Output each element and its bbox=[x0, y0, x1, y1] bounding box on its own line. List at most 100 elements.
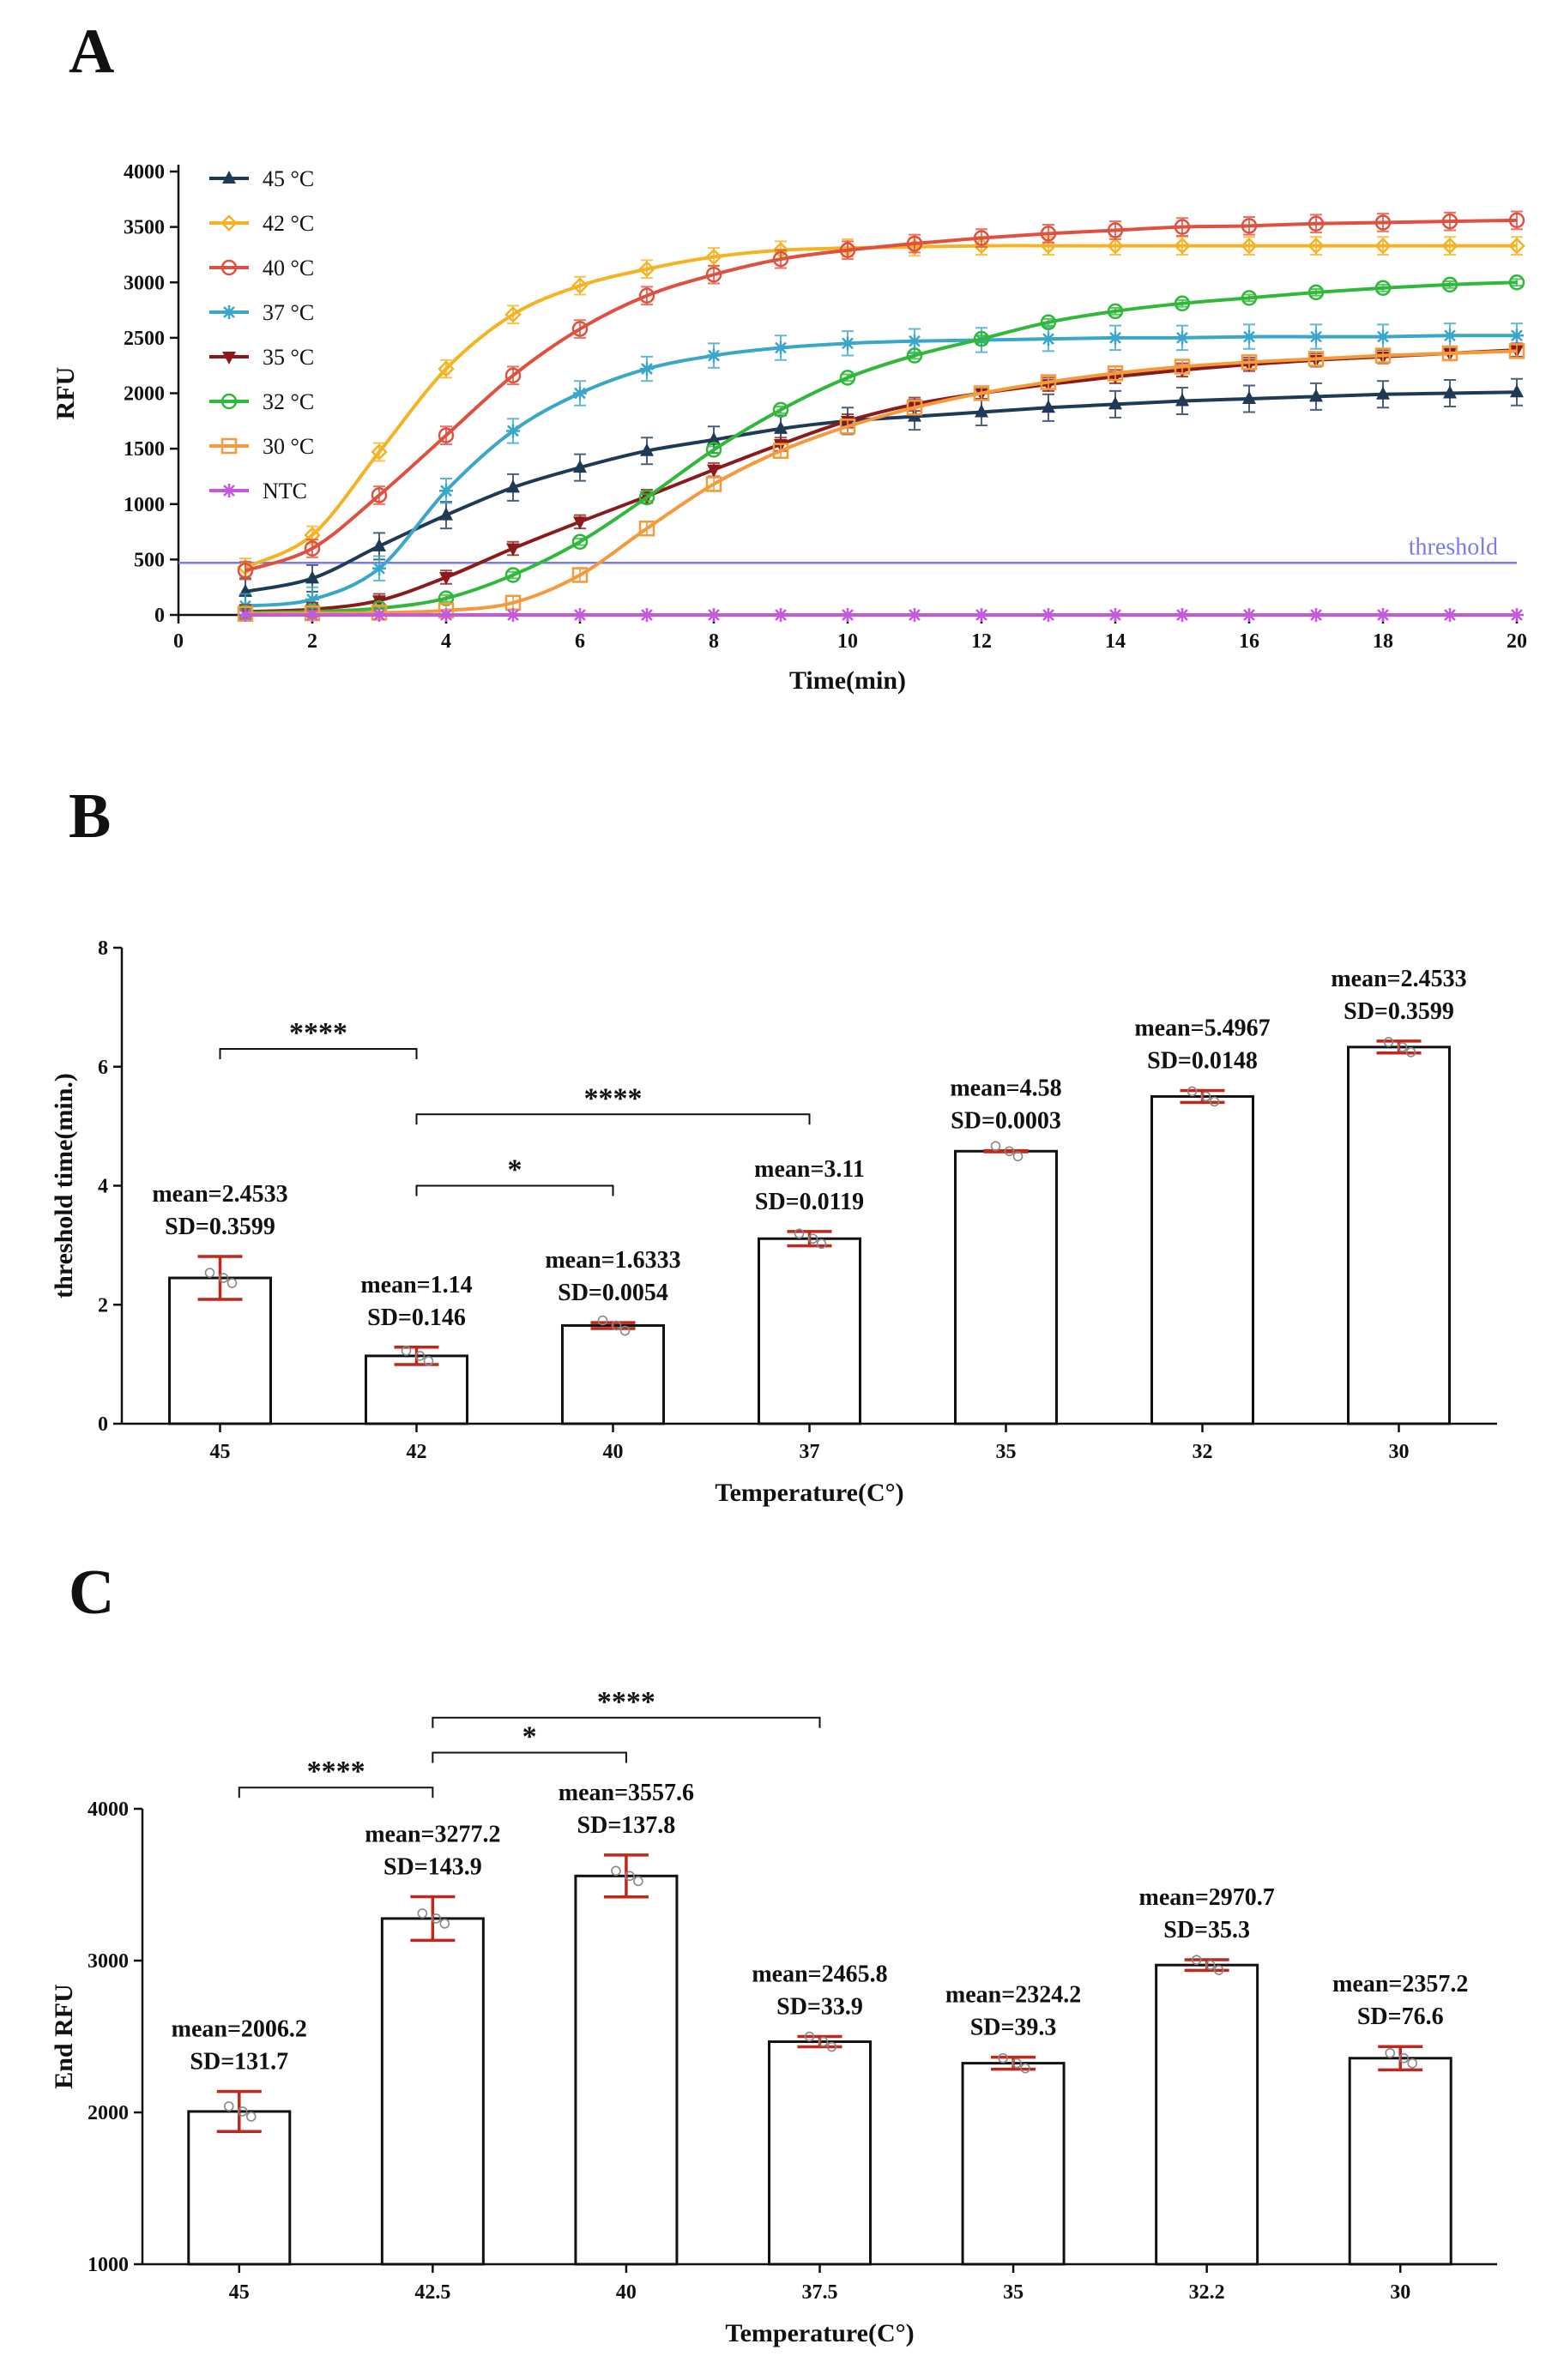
data-point bbox=[1108, 396, 1122, 410]
x-tick-label: 45 bbox=[229, 2281, 250, 2304]
data-point bbox=[1443, 328, 1457, 343]
data-point bbox=[571, 567, 589, 583]
replicate-point bbox=[794, 1228, 805, 1239]
sd-annotation: SD=131.7 bbox=[190, 2049, 288, 2076]
data-point bbox=[973, 230, 990, 246]
significance-bracket bbox=[415, 1184, 614, 1196]
data-point bbox=[1241, 218, 1258, 234]
x-tick-label: 42 bbox=[407, 1441, 427, 1463]
data-point bbox=[1441, 276, 1458, 293]
error-bar bbox=[1243, 293, 1255, 303]
legend-swatch-marker bbox=[220, 393, 238, 410]
legend-item: 30 °C bbox=[209, 434, 314, 459]
replicate-point bbox=[1191, 1955, 1202, 1965]
replicate-point bbox=[204, 1268, 215, 1278]
sd-annotation: SD=143.9 bbox=[383, 1853, 482, 1880]
data-point bbox=[1309, 389, 1323, 402]
data-point bbox=[1175, 608, 1189, 622]
data-point bbox=[1307, 351, 1325, 367]
data-point bbox=[371, 487, 388, 503]
data-point bbox=[504, 567, 522, 583]
data-point bbox=[638, 489, 655, 506]
data-point bbox=[372, 561, 386, 575]
legend-label: 32 °C bbox=[263, 389, 314, 414]
replicate-point bbox=[226, 1278, 238, 1288]
significance-label: **** bbox=[289, 1017, 347, 1049]
data-point bbox=[640, 443, 654, 456]
bar bbox=[187, 2110, 292, 2266]
sd-annotation: SD=0.0148 bbox=[1147, 1048, 1258, 1075]
significance-label: **** bbox=[307, 1756, 365, 1787]
data-point bbox=[439, 608, 453, 622]
data-point bbox=[707, 464, 721, 478]
replicate-point bbox=[611, 1865, 621, 1877]
mean-annotation: mean=2465.8 bbox=[752, 1961, 887, 1988]
y-tick-label: 4000 bbox=[88, 1799, 129, 1821]
y-tick-label: 1500 bbox=[124, 438, 165, 461]
data-point bbox=[1374, 214, 1392, 231]
legend-item: 45 °C bbox=[209, 166, 314, 191]
x-tick-label: 37 bbox=[800, 1441, 820, 1463]
replicate-point bbox=[1200, 1091, 1211, 1102]
series-line bbox=[245, 349, 1518, 616]
data-point bbox=[371, 443, 388, 461]
data-point bbox=[439, 572, 453, 586]
data-point bbox=[906, 235, 923, 252]
replicate-point bbox=[1011, 2058, 1022, 2069]
series-4 bbox=[239, 322, 1524, 619]
series-line bbox=[245, 348, 1518, 614]
legend-item: 40 °C bbox=[209, 256, 314, 280]
data-point bbox=[973, 385, 990, 401]
replicate-point bbox=[223, 2101, 234, 2112]
sd-annotation: SD=0.0054 bbox=[558, 1280, 668, 1306]
series-7 bbox=[237, 343, 1525, 622]
data-point bbox=[705, 266, 722, 283]
significance-bracket bbox=[432, 1716, 821, 1728]
x-tick-label: 20 bbox=[1507, 630, 1527, 653]
error-bar bbox=[1176, 298, 1188, 308]
replicate-point bbox=[431, 1913, 442, 1924]
data-point bbox=[705, 442, 722, 458]
y-axis-title: threshold time(min.) bbox=[50, 1073, 78, 1298]
y-tick-label: 500 bbox=[134, 549, 165, 571]
x-tick-label: 35 bbox=[1003, 2281, 1024, 2304]
data-point bbox=[839, 242, 856, 259]
panel-label-b: B bbox=[69, 781, 112, 852]
data-point bbox=[571, 321, 589, 337]
data-point bbox=[1242, 390, 1256, 404]
y-tick-label: 6 bbox=[98, 1057, 108, 1079]
data-point bbox=[1374, 237, 1392, 255]
x-tick-label: 30 bbox=[1390, 2281, 1410, 2304]
data-point bbox=[1441, 345, 1458, 362]
data-point bbox=[1307, 215, 1325, 232]
x-tick-label: 12 bbox=[971, 630, 992, 653]
data-point bbox=[1042, 400, 1055, 413]
data-point bbox=[705, 248, 722, 266]
data-point bbox=[1376, 608, 1390, 622]
y-axis-title: End RFU bbox=[50, 1984, 78, 2089]
data-point bbox=[237, 563, 254, 579]
x-tick-label: 18 bbox=[1373, 630, 1393, 653]
x-axis-title: Temperature(C°) bbox=[725, 2319, 914, 2347]
error-bar bbox=[1444, 280, 1456, 289]
error-bar bbox=[787, 1230, 832, 1248]
bar bbox=[1150, 1094, 1254, 1425]
data-point bbox=[1309, 608, 1323, 622]
data-point bbox=[1175, 393, 1189, 407]
data-point bbox=[305, 592, 319, 606]
x-tick-label: 4 bbox=[441, 630, 451, 653]
replicate-point bbox=[1012, 1151, 1024, 1162]
error-bar bbox=[410, 1895, 456, 1943]
mean-annotation: mean=2970.7 bbox=[1139, 1884, 1275, 1911]
data-point bbox=[908, 608, 921, 622]
data-point bbox=[975, 404, 988, 418]
data-point bbox=[707, 431, 721, 445]
replicate-point bbox=[1187, 1086, 1198, 1097]
mean-annotation: mean=3.11 bbox=[754, 1156, 865, 1183]
replicate-point bbox=[998, 2052, 1008, 2064]
sd-annotation: SD=0.146 bbox=[367, 1304, 466, 1331]
data-point bbox=[1040, 314, 1057, 331]
replicate-point bbox=[1407, 2058, 1418, 2069]
legend-label: 42 °C bbox=[263, 211, 314, 236]
